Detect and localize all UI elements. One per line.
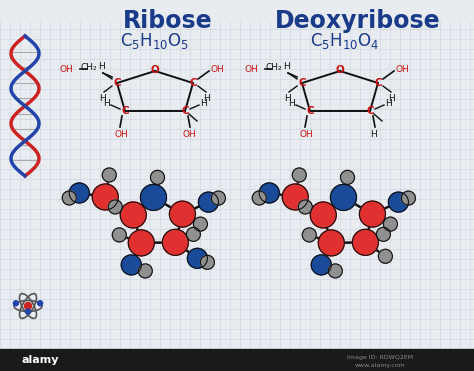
Circle shape — [62, 191, 76, 205]
Circle shape — [26, 309, 30, 314]
Text: C: C — [374, 78, 382, 88]
Circle shape — [69, 183, 89, 203]
Circle shape — [388, 192, 409, 212]
Circle shape — [328, 264, 342, 278]
Text: O: O — [336, 65, 345, 75]
Text: C: C — [366, 106, 374, 116]
Text: Image ID: RDWQ2EM: Image ID: RDWQ2EM — [347, 355, 413, 359]
Text: H: H — [99, 62, 105, 71]
Text: alamy: alamy — [21, 355, 59, 365]
Text: H: H — [100, 94, 106, 103]
Text: OH: OH — [59, 65, 73, 73]
Text: OH: OH — [244, 65, 258, 73]
Circle shape — [311, 255, 331, 275]
Bar — [0, 349, 474, 371]
Circle shape — [310, 202, 336, 228]
Circle shape — [163, 229, 188, 255]
Text: OH: OH — [182, 130, 196, 139]
Circle shape — [383, 217, 397, 231]
Text: CH₂: CH₂ — [81, 62, 97, 72]
Circle shape — [193, 217, 208, 231]
Circle shape — [201, 255, 214, 269]
Circle shape — [140, 184, 166, 210]
Circle shape — [128, 230, 155, 256]
Circle shape — [302, 228, 316, 242]
Circle shape — [169, 201, 195, 227]
Text: Ribose: Ribose — [123, 9, 213, 33]
Text: OH: OH — [396, 65, 410, 73]
Text: C: C — [298, 78, 306, 88]
Text: C: C — [306, 106, 314, 116]
Circle shape — [13, 301, 18, 306]
Circle shape — [187, 248, 208, 268]
Text: C: C — [189, 78, 197, 88]
Text: H: H — [389, 94, 395, 103]
Circle shape — [259, 183, 279, 203]
Text: C: C — [181, 106, 189, 116]
Circle shape — [298, 200, 312, 214]
Text: H: H — [200, 99, 207, 108]
Circle shape — [121, 255, 141, 275]
Text: CH₂: CH₂ — [265, 62, 282, 72]
Text: H: H — [288, 99, 295, 108]
Text: Deoxyribose: Deoxyribose — [275, 9, 441, 33]
Circle shape — [186, 227, 201, 241]
Circle shape — [252, 191, 266, 205]
Text: www.alamy.com: www.alamy.com — [355, 362, 405, 368]
Circle shape — [378, 249, 392, 263]
Circle shape — [211, 191, 226, 205]
Text: $\mathsf{C_5H_{10}O_5}$: $\mathsf{C_5H_{10}O_5}$ — [120, 31, 190, 51]
Text: H: H — [371, 130, 377, 139]
Text: H: H — [204, 94, 210, 103]
Text: O: O — [151, 65, 159, 75]
Text: OH: OH — [211, 65, 225, 73]
Text: H: H — [284, 94, 292, 103]
Circle shape — [108, 200, 122, 214]
Circle shape — [25, 302, 31, 309]
Circle shape — [330, 184, 356, 210]
Text: C: C — [121, 106, 129, 116]
Text: OH: OH — [299, 130, 313, 139]
Text: $\mathsf{C_5H_{10}O_4}$: $\mathsf{C_5H_{10}O_4}$ — [310, 31, 380, 51]
Circle shape — [138, 264, 152, 278]
Circle shape — [102, 168, 116, 182]
Circle shape — [112, 228, 126, 242]
Circle shape — [401, 191, 415, 205]
Circle shape — [150, 170, 164, 184]
Text: H: H — [283, 62, 291, 71]
Circle shape — [376, 227, 391, 241]
Circle shape — [199, 192, 219, 212]
Circle shape — [283, 184, 308, 210]
Text: H: H — [385, 99, 392, 108]
Text: OH: OH — [114, 130, 128, 139]
Circle shape — [352, 229, 378, 255]
Circle shape — [359, 201, 385, 227]
Text: H: H — [103, 99, 110, 108]
Circle shape — [292, 168, 306, 182]
Circle shape — [92, 184, 118, 210]
Circle shape — [37, 301, 43, 306]
Text: C: C — [113, 78, 121, 88]
Circle shape — [120, 202, 146, 228]
Circle shape — [318, 230, 344, 256]
Circle shape — [340, 170, 355, 184]
